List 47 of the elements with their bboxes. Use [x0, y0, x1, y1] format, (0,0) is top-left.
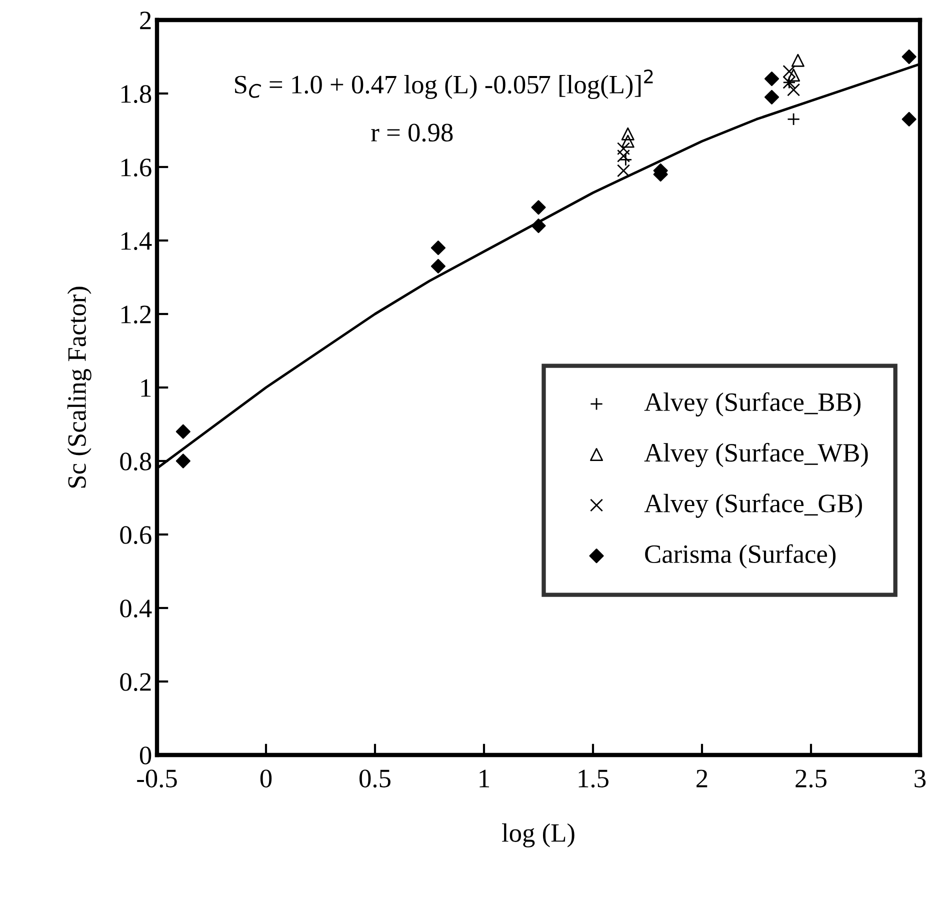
point: [787, 68, 800, 82]
y-tick-label: 2: [140, 12, 151, 30]
y-tick-label: 0.2: [120, 673, 151, 692]
annotation: r = 0.98: [371, 124, 453, 142]
point: [176, 454, 190, 468]
point: [617, 142, 630, 156]
legend-label: Carisma (Surface): [645, 544, 836, 568]
point: [531, 218, 546, 234]
point: [782, 64, 796, 78]
x-tick-label: -0.5: [137, 770, 177, 788]
point: [902, 112, 916, 127]
legend-label: Alvey (Surface_WB): [644, 442, 868, 468]
legend-label: Alvey (Surface_GB): [644, 494, 862, 518]
y-tick-label: 1.6: [121, 158, 152, 177]
y-axis-title: Sc (Scaling Factor): [67, 286, 92, 488]
point: [617, 149, 630, 162]
point: [617, 164, 630, 178]
point: [621, 134, 634, 148]
point: [531, 200, 546, 215]
x-axis-title: log (L): [502, 823, 574, 848]
x-tick-label: 2: [696, 770, 708, 788]
x-tick-label: 0: [260, 770, 272, 788]
point: [176, 424, 190, 439]
x-tick-label: 1: [480, 770, 490, 788]
y-tick-label: 1.8: [121, 85, 152, 104]
point: [791, 54, 804, 67]
x-tick-label: 2.5: [796, 770, 826, 788]
x-tick-label: 3: [914, 770, 926, 788]
y-tick-label: 0.8: [120, 452, 152, 471]
point: [621, 127, 634, 140]
y-tick-label: 1.4: [121, 232, 152, 250]
point: [430, 240, 446, 256]
point: [787, 83, 800, 96]
y-tick-label: 1.2: [121, 306, 151, 324]
y-tick-label: 0.4: [120, 600, 152, 618]
x-tick-label: 0.5: [360, 770, 390, 788]
y-tick-label: 0.6: [120, 526, 152, 544]
point: [764, 90, 780, 104]
point: [764, 72, 780, 86]
legend-label: Alvey (Surface_BB): [644, 392, 861, 417]
x-tick-label: 1.5: [578, 770, 608, 788]
y-tick-label: 1: [141, 379, 151, 397]
point: [430, 258, 446, 274]
point: [902, 49, 916, 64]
y-tick-label: 0: [140, 746, 152, 764]
annotation: S$_{C}$ = 1.0 + 0.47 log (L) -0.057 [log(L)]$^{2}$: [235, 69, 653, 99]
point: [787, 112, 800, 126]
